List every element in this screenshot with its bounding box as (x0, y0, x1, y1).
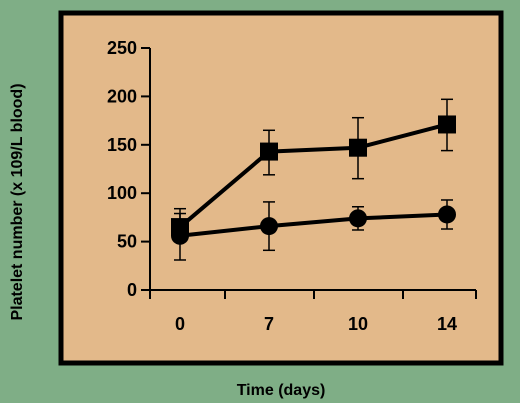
x-tick-label: 0 (175, 314, 185, 334)
series-square (171, 98, 456, 238)
x-axis-ticks: 0 7 10 14 (149, 290, 477, 334)
y-tick-label: 150 (107, 135, 137, 155)
data-point-square (260, 142, 278, 161)
y-tick-label: 250 (107, 38, 137, 58)
y-axis-ticks: 0 50 100 150 200 250 (107, 38, 150, 300)
data-point-circle (171, 226, 189, 245)
y-axis-title: Platelet number (x 109/L blood) (9, 83, 26, 320)
x-tick-label: 10 (348, 314, 368, 334)
y-tick-label: 100 (107, 183, 137, 203)
data-point-square (438, 115, 456, 134)
chart-frame (58, 10, 504, 366)
y-tick-label: 200 (107, 86, 137, 106)
series-line (178, 122, 448, 229)
y-tick-label: 0 (127, 280, 137, 300)
data-point-circle (260, 217, 278, 236)
series-line (179, 212, 448, 238)
data-point-square (349, 138, 367, 157)
x-axis-title: Time (days) (237, 382, 326, 399)
x-tick-label: 14 (437, 314, 457, 334)
series-circle (171, 199, 456, 261)
data-point-circle (438, 205, 456, 224)
series-layer (171, 98, 456, 261)
y-tick-label: 50 (117, 232, 137, 252)
data-point-circle (349, 209, 367, 228)
x-tick-label: 7 (264, 314, 274, 334)
